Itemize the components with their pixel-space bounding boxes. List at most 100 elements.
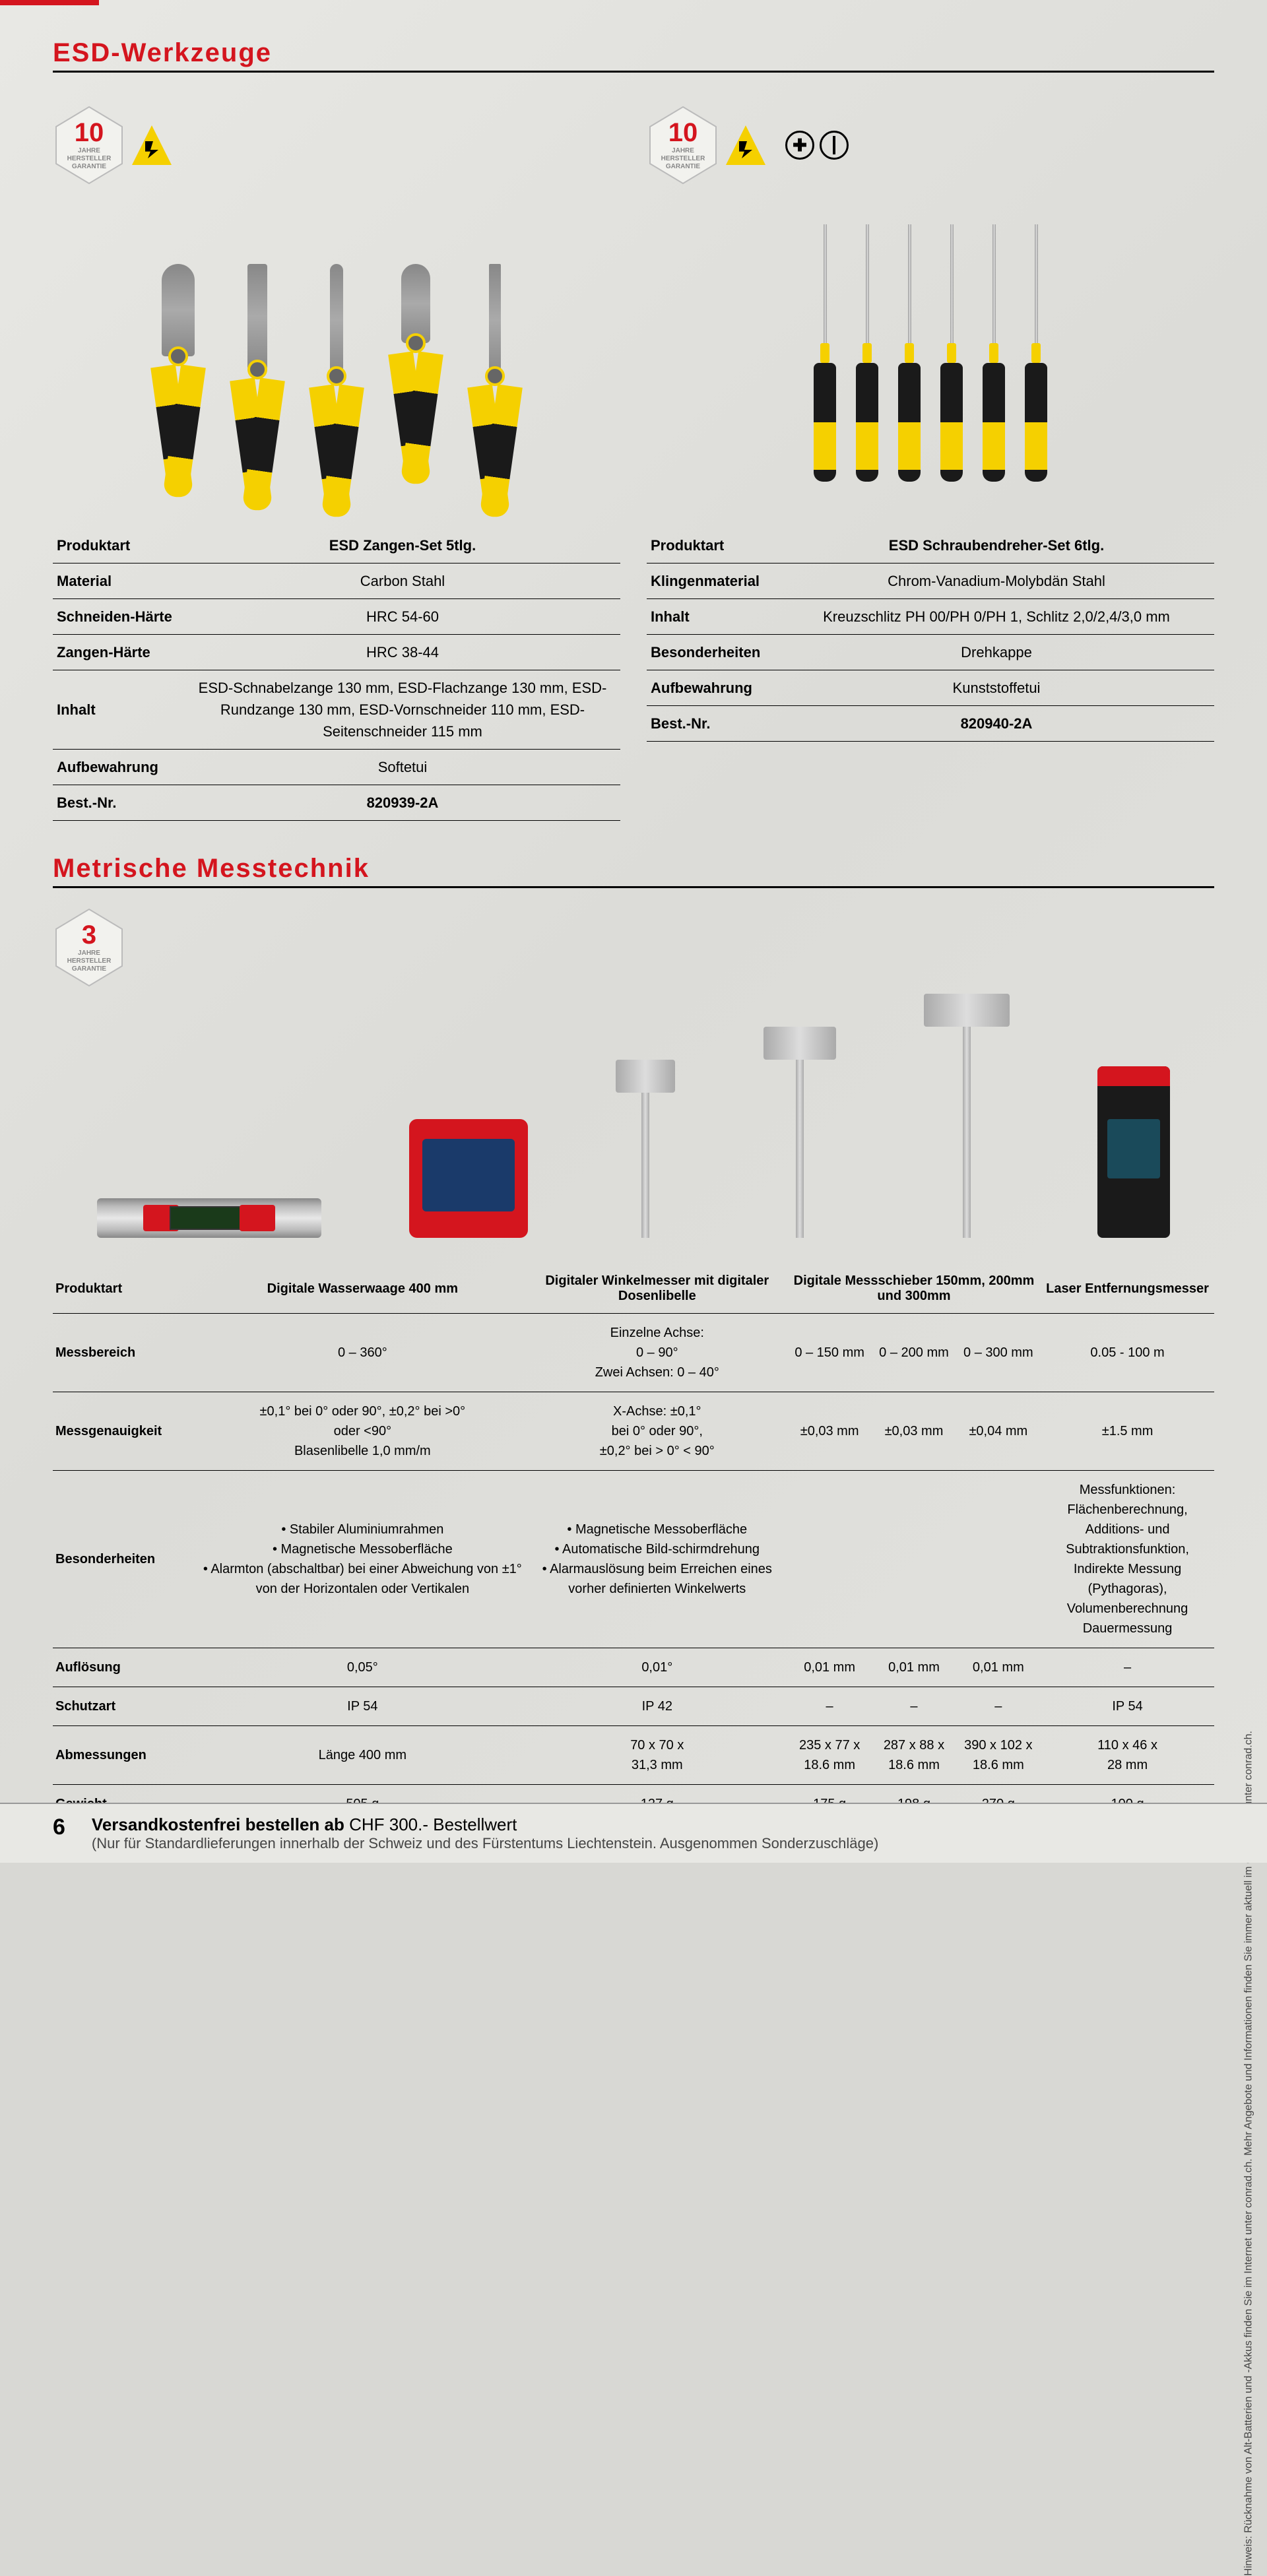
spec-value: 235 x 77 x18.6 mm [787, 1726, 872, 1785]
spec-table-measuring: ProduktartDigitale Wasserwaage 400 mmDig… [53, 1264, 1214, 1863]
footer-sub: (Nur für Standardlieferungen innerhalb d… [53, 1835, 1214, 1852]
spec-value: 0,01 mm [872, 1648, 956, 1687]
spec-value: 0,01 mm [787, 1648, 872, 1687]
spec-value: Messfunktionen:Flächenberechnung,Additio… [1041, 1471, 1214, 1648]
col-header: Laser Entfernungsmesser [1041, 1264, 1214, 1314]
warranty-badge-3: 3 JAHREHERSTELLERGARANTIE [53, 908, 125, 987]
spec-value: • Magnetische Messoberfläche• Automatisc… [527, 1471, 787, 1648]
table-row: SchutzartIP 54IP 42–––IP 54 [53, 1687, 1214, 1726]
spec-key: Best.-Nr. [53, 785, 185, 821]
table-row: KlingenmaterialChrom-Vanadium-Molybdän S… [647, 564, 1214, 599]
spec-key: Best.-Nr. [647, 706, 779, 742]
spec-value: 0 – 200 mm [872, 1314, 956, 1392]
spec-value: 820940-2A [779, 706, 1214, 742]
spec-value: – [787, 1687, 872, 1726]
spec-value: Chrom-Vanadium-Molybdän Stahl [779, 564, 1214, 599]
table-row: Zangen-HärteHRC 38-44 [53, 635, 620, 670]
spec-key: Produktart [647, 528, 779, 564]
section-title-measuring: Metrische Messtechnik [53, 854, 1214, 884]
section-title-esd: ESD-Werkzeuge [53, 38, 1214, 68]
spec-value: 0 – 150 mm [787, 1314, 872, 1392]
table-row: AufbewahrungKunststoffetui [647, 670, 1214, 706]
table-row: InhaltKreuzschlitz PH 00/PH 0/PH 1, Schl… [647, 599, 1214, 635]
table-row: Besonderheiten• Stabiler Aluminiumrahmen… [53, 1471, 1214, 1648]
badge-text: JAHREHERSTELLERGARANTIE [67, 147, 112, 171]
table-row: Auflösung0,05°0,01°0,01 mm0,01 mm0,01 mm… [53, 1648, 1214, 1687]
spec-key: Zangen-Härte [53, 635, 185, 670]
spec-key: Besonderheiten [647, 635, 779, 670]
product-image-screwdrivers [647, 198, 1214, 515]
spec-key: Besonderheiten [53, 1471, 198, 1648]
spec-key: Messbereich [53, 1314, 198, 1392]
spec-value: ±1.5 mm [1041, 1392, 1214, 1471]
slot-icon [820, 131, 849, 160]
spec-key: Produktart [53, 528, 185, 564]
spec-value: ±0,03 mm [872, 1392, 956, 1471]
spec-value: 70 x 70 x31,3 mm [527, 1726, 787, 1785]
spec-key: Schutzart [53, 1687, 198, 1726]
table-row: Messbereich0 – 360°Einzelne Achse:0 – 90… [53, 1314, 1214, 1392]
spec-value: ESD Schraubendreher-Set 6tlg. [779, 528, 1214, 564]
spec-value: Carbon Stahl [185, 564, 620, 599]
product-image-pliers [53, 198, 620, 515]
spec-value: Länge 400 mm [198, 1726, 527, 1785]
spec-value: IP 54 [198, 1687, 527, 1726]
spec-value: ±0,04 mm [956, 1392, 1041, 1471]
spec-value: 0 – 300 mm [956, 1314, 1041, 1392]
table-row: BesonderheitenDrehkappe [647, 635, 1214, 670]
spec-value: IP 54 [1041, 1687, 1214, 1726]
table-header-row: ProduktartDigitale Wasserwaage 400 mmDig… [53, 1264, 1214, 1314]
spec-value [787, 1471, 1041, 1648]
table-row: ProduktartESD Schraubendreher-Set 6tlg. [647, 528, 1214, 564]
page-footer: 6 Versandkostenfrei bestellen ab CHF 300… [0, 1803, 1267, 1863]
spec-value: ESD-Schnabelzange 130 mm, ESD-Flachzange… [185, 670, 620, 750]
spec-value: IP 42 [527, 1687, 787, 1726]
spec-key: Material [53, 564, 185, 599]
table-row: Schneiden-HärteHRC 54-60 [53, 599, 620, 635]
warranty-badge-10: 10 JAHREHERSTELLERGARANTIE [53, 106, 125, 185]
spec-value: – [1041, 1648, 1214, 1687]
table-row: MaterialCarbon Stahl [53, 564, 620, 599]
spec-key: Inhalt [53, 670, 185, 750]
spec-value: 0,01° [527, 1648, 787, 1687]
table-row: AbmessungenLänge 400 mm70 x 70 x31,3 mm2… [53, 1726, 1214, 1785]
badge-number: 10 [75, 119, 104, 146]
spec-key: Inhalt [647, 599, 779, 635]
table-row: InhaltESD-Schnabelzange 130 mm, ESD-Flac… [53, 670, 620, 750]
table-row: ProduktartESD Zangen-Set 5tlg. [53, 528, 620, 564]
spec-value: • Stabiler Aluminiumrahmen• Magnetische … [198, 1471, 527, 1648]
spec-value: Kreuzschlitz PH 00/PH 0/PH 1, Schlitz 2,… [779, 599, 1214, 635]
spec-key: Aufbewahrung [647, 670, 779, 706]
spec-value: ESD Zangen-Set 5tlg. [185, 528, 620, 564]
spec-key: Messgenauigkeit [53, 1392, 198, 1471]
spec-value: Drehkappe [779, 635, 1214, 670]
spec-value: HRC 54-60 [185, 599, 620, 635]
spec-value: X-Achse: ±0,1°bei 0° oder 90°,±0,2° bei … [527, 1392, 787, 1471]
col-header: Digitale Messschieber 150mm, 200mm und 3… [787, 1264, 1041, 1314]
spec-value: 110 x 46 x28 mm [1041, 1726, 1214, 1785]
spec-table-screwdrivers: ProduktartESD Schraubendreher-Set 6tlg.K… [647, 528, 1214, 742]
spec-value: 287 x 88 x18.6 mm [872, 1726, 956, 1785]
spec-value: ±0,03 mm [787, 1392, 872, 1471]
spec-table-pliers: ProduktartESD Zangen-Set 5tlg.MaterialCa… [53, 528, 620, 821]
table-row: Messgenauigkeit±0,1° bei 0° oder 90°, ±0… [53, 1392, 1214, 1471]
spec-value: 0,05° [198, 1648, 527, 1687]
spec-value: Softetui [185, 750, 620, 785]
badge-text: JAHREHERSTELLERGARANTIE [67, 950, 112, 973]
spec-value: 0.05 - 100 m [1041, 1314, 1214, 1392]
spec-key: Klingenmaterial [647, 564, 779, 599]
title-underline [53, 886, 1214, 888]
table-row: Best.-Nr.820940-2A [647, 706, 1214, 742]
spec-value: 390 x 102 x18.6 mm [956, 1726, 1041, 1785]
footer-headline: Versandkostenfrei bestellen ab CHF 300.-… [53, 1815, 1214, 1835]
badge-number: 10 [668, 119, 698, 146]
spec-value: – [872, 1687, 956, 1726]
spec-value: ±0,1° bei 0° oder 90°, ±0,2° bei >0°oder… [198, 1392, 527, 1471]
badge-number: 3 [82, 922, 96, 948]
table-row: Best.-Nr.820939-2A [53, 785, 620, 821]
page-number: 6 [53, 1815, 65, 1840]
col-header: Digitale Wasserwaage 400 mm [198, 1264, 527, 1314]
product-images-measuring [53, 1000, 1214, 1251]
spec-value: 0,01 mm [956, 1648, 1041, 1687]
col-header: Digitaler Winkelmesser mit digitaler Dos… [527, 1264, 787, 1314]
